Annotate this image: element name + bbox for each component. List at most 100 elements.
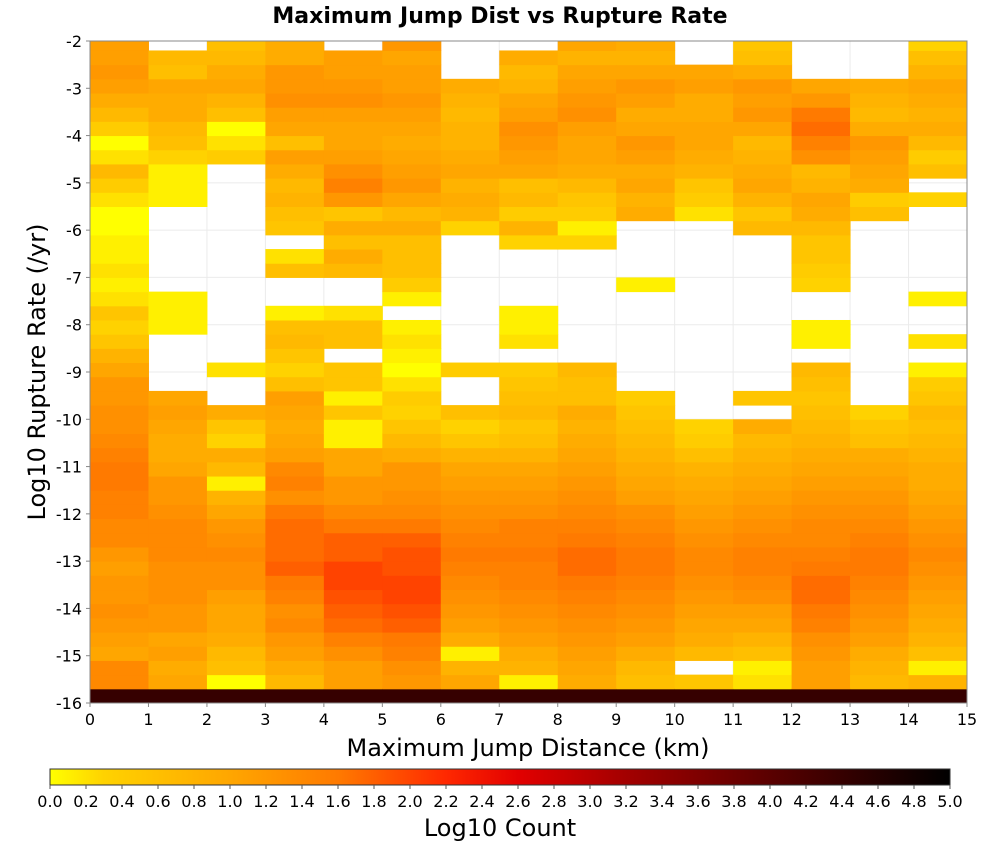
heatmap-cell [850, 589, 910, 605]
heatmap-cell [733, 50, 793, 66]
heatmap-cell [791, 433, 851, 449]
heatmap-cell [616, 50, 676, 66]
heatmap-cell [265, 93, 325, 108]
heatmap-cell [850, 192, 910, 207]
heatmap-cell [791, 632, 851, 647]
heatmap-cell [908, 461, 968, 477]
heatmap-cell [791, 93, 851, 108]
heatmap-cell [206, 50, 266, 66]
heatmap-cell [908, 376, 968, 392]
heatmap-cell [148, 603, 208, 619]
heatmap-cell [674, 504, 734, 520]
heatmap-cell [382, 518, 442, 534]
heatmap-cell [148, 532, 208, 548]
heatmap-cell [440, 589, 500, 605]
heatmap-cell [791, 504, 851, 520]
heatmap-cell [791, 277, 851, 293]
heatmap-cell [90, 589, 149, 605]
heatmap-cell [499, 589, 559, 605]
heatmap-cell [791, 78, 851, 94]
x-tick-label: 8 [553, 710, 563, 729]
heatmap-cell [148, 589, 208, 605]
y-tick-label: -5 [66, 174, 82, 193]
heatmap-cell [90, 433, 149, 449]
heatmap-cell [908, 660, 968, 676]
heatmap-cell [499, 617, 559, 633]
heatmap-cell [616, 504, 676, 520]
heatmap-cell [382, 546, 442, 562]
heatmap-cell [90, 476, 149, 491]
colorbar-tick-label: 1.2 [253, 792, 278, 811]
heatmap-cell [323, 632, 383, 647]
colorbar-tick-label: 0.2 [73, 792, 98, 811]
heatmap-cell [323, 390, 383, 406]
y-tick-label: -4 [66, 127, 82, 146]
heatmap-cell [908, 688, 968, 704]
heatmap-cell [616, 660, 676, 676]
heatmap-cell [850, 121, 910, 137]
heatmap-cell [382, 476, 442, 491]
heatmap-cell [616, 447, 676, 463]
heatmap-cell [206, 674, 266, 690]
heatmap-cell [499, 192, 559, 207]
heatmap-cell [265, 121, 325, 137]
heatmap-cell [674, 490, 734, 505]
heatmap-cell [499, 178, 559, 193]
colorbar-tick-label: 3.8 [721, 792, 746, 811]
heatmap-cell [206, 107, 266, 122]
heatmap-cell [674, 688, 734, 704]
heatmap-cell [850, 575, 910, 591]
heatmap-cell [557, 532, 617, 548]
heatmap-cell [265, 632, 325, 647]
heatmap-cell [440, 504, 500, 520]
heatmap-cell [382, 334, 442, 349]
colorbar-tick-label: 1.4 [289, 792, 314, 811]
heatmap-cell [791, 688, 851, 704]
heatmap-cell [557, 41, 617, 51]
colorbar-tick-label: 2.2 [433, 792, 458, 811]
heatmap-cell [148, 546, 208, 562]
heatmap-cell [265, 532, 325, 548]
heatmap-cell [733, 617, 793, 633]
heatmap-cell [440, 688, 500, 704]
x-tick-label: 11 [723, 710, 743, 729]
heatmap-cell [557, 518, 617, 534]
heatmap-cell [616, 64, 676, 80]
heatmap-cell [733, 688, 793, 704]
heatmap-cell [908, 589, 968, 605]
heatmap-cell [90, 575, 149, 591]
heatmap-cell [440, 518, 500, 534]
heatmap-cell [382, 149, 442, 165]
heatmap-cell [323, 107, 383, 122]
heatmap-cell [674, 447, 734, 463]
heatmap-cell [323, 234, 383, 250]
heatmap-cell [908, 433, 968, 449]
colorbar-label: Log10 Count [424, 814, 576, 842]
y-tick-label: -15 [56, 647, 82, 666]
heatmap-cell [499, 490, 559, 505]
heatmap-cell [206, 632, 266, 647]
heatmap-cell [499, 476, 559, 491]
heatmap-cell [90, 163, 149, 179]
heatmap-cell [674, 674, 734, 690]
colorbar-tick-label: 4.6 [865, 792, 890, 811]
heatmap-cell [265, 461, 325, 477]
heatmap-cell [908, 135, 968, 151]
heatmap-cell [616, 405, 676, 420]
heatmap-cell [206, 546, 266, 562]
colorbar-gradient [49, 768, 951, 786]
heatmap-cell [382, 41, 442, 51]
heatmap-cell [557, 206, 617, 222]
y-tick-label: -2 [66, 32, 82, 51]
heatmap-cell [206, 135, 266, 151]
colorbar-tick-label: 2.6 [505, 792, 530, 811]
heatmap-cell [557, 674, 617, 690]
heatmap-cell [499, 305, 559, 321]
heatmap-cell [850, 461, 910, 477]
heatmap-cell [265, 220, 325, 236]
heatmap-cell [382, 192, 442, 207]
heatmap-cell [90, 632, 149, 647]
heatmap-cell [265, 546, 325, 562]
heatmap-cell [90, 546, 149, 562]
